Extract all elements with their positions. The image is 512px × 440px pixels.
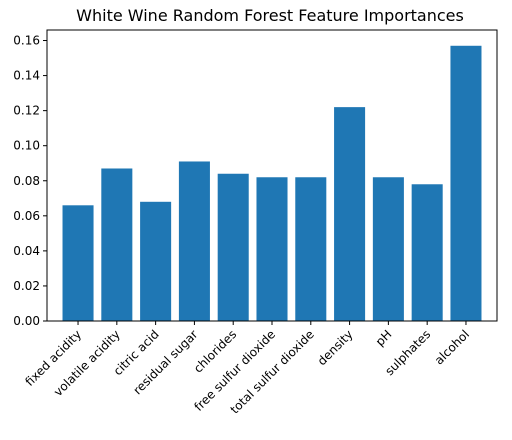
plot-frame: [46, 29, 498, 322]
y-tick-label: 0.00: [13, 314, 40, 328]
x-tick-label: alcohol: [432, 327, 472, 367]
y-tick-label: 0.16: [13, 34, 40, 48]
bar: [62, 205, 94, 321]
bar: [372, 177, 404, 321]
bar: [450, 45, 482, 322]
bar: [101, 168, 133, 321]
y-tick-label: 0.10: [13, 139, 40, 153]
y-tick-label: 0.12: [13, 104, 40, 118]
bar: [256, 177, 288, 321]
x-tick-label: volatile acidity: [51, 327, 123, 399]
y-axis: 0.00 0.02 0.04 0.06 0.08 0.10 0.12 0.14 0.16: [13, 34, 47, 328]
x-tick-label: density: [315, 327, 356, 368]
y-tick-label: 0.06: [13, 209, 40, 223]
y-tick-label: 0.04: [13, 244, 40, 258]
bar: [295, 177, 327, 321]
bar: [140, 201, 172, 321]
y-tick-label: 0.14: [13, 69, 40, 83]
bars-group: [62, 45, 482, 322]
bar: [217, 173, 249, 321]
bar: [411, 184, 443, 321]
y-tick-label: 0.02: [13, 279, 40, 293]
bar: [334, 107, 366, 321]
chart-title: White Wine Random Forest Feature Importa…: [76, 6, 464, 25]
y-tick-label: 0.08: [13, 174, 40, 188]
bar: [178, 161, 210, 321]
x-tick-label: pH: [373, 327, 395, 349]
